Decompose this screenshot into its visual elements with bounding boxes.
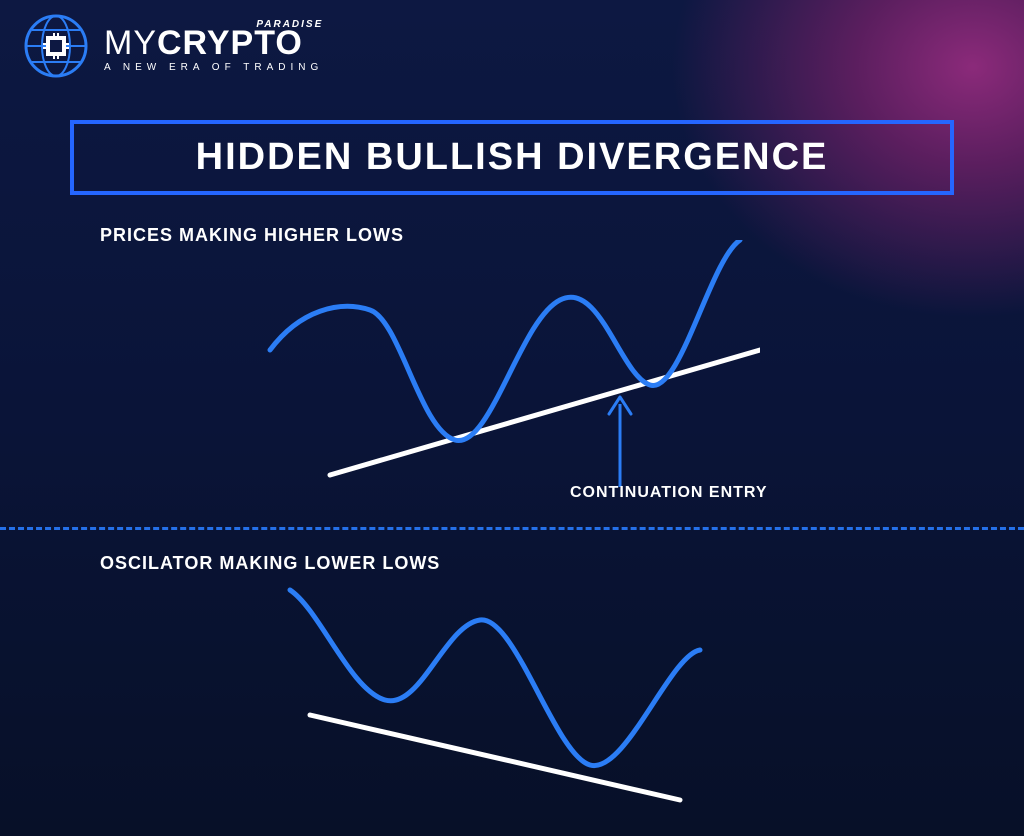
brand-my: MY [104, 24, 157, 62]
section-divider [0, 527, 1024, 530]
continuation-arrow [600, 392, 640, 492]
globe-icon [20, 10, 92, 82]
brand-main: MYCRYPTO [104, 26, 323, 60]
continuation-label: CONTINUATION ENTRY [570, 484, 768, 502]
lower-curve [290, 590, 700, 766]
upper-curve [270, 240, 740, 441]
page-title: HIDDEN BULLISH DIVERGENCE [74, 136, 950, 179]
upper-trendline [330, 350, 760, 475]
brand-crypto: CRYPTO [157, 24, 303, 62]
upper-price-chart [260, 240, 760, 500]
lower-label: OSCILATOR MAKING LOWER LOWS [100, 553, 440, 574]
lower-oscillator-chart [280, 580, 720, 810]
lower-trendline [310, 715, 680, 800]
title-box: HIDDEN BULLISH DIVERGENCE [70, 120, 954, 195]
brand-tagline: A NEW ERA OF TRADING [104, 62, 323, 73]
brand-logo: PARADISE MYCRYPTO A NEW ERA OF TRADING [20, 10, 323, 82]
